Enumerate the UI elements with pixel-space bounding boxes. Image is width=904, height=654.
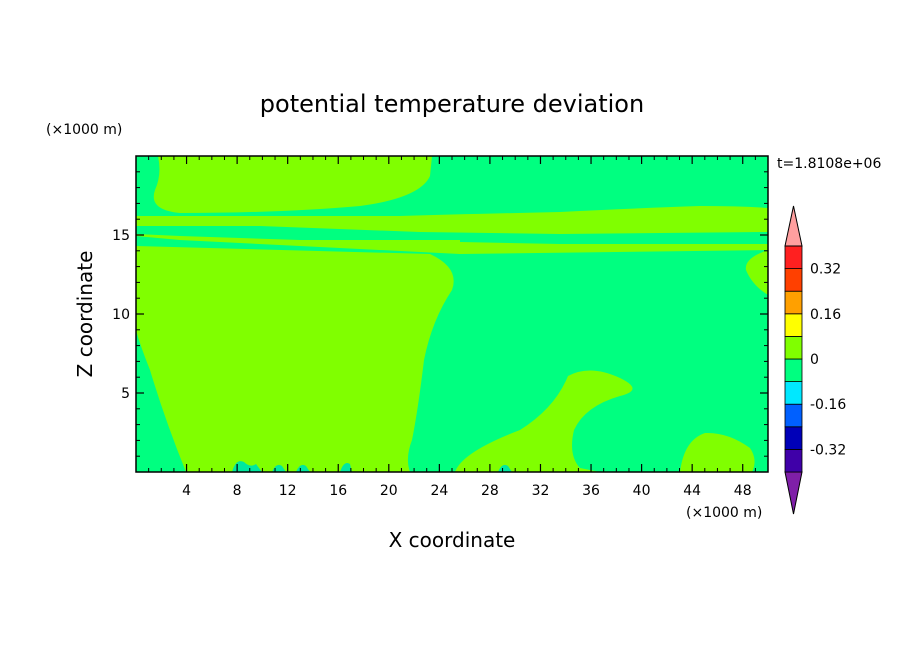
x-unit-label: (×1000 m) [686,505,762,521]
x-tick-label: 28 [481,483,499,499]
x-axis-label: X coordinate [389,528,516,552]
y-tick-label: 15 [112,228,130,244]
colorbar-swatch [784,403,803,428]
lower-right-warm-region [455,370,633,472]
surface-cool-patches [232,461,512,472]
colorbar-swatch [784,448,803,473]
x-tick-label: 16 [329,483,347,499]
mid-level-cool-stripe-2 [460,234,768,244]
x-tick-label: 48 [734,483,752,499]
left-warm-column-region [136,246,454,472]
x-tick-label: 24 [430,483,448,499]
colorbar-swatch [784,358,803,383]
colorbar-max-arrow [784,205,803,247]
colorbar-min-arrow [784,471,803,515]
colorbar-swatch [784,426,803,450]
y-unit-label: (×1000 m) [46,122,122,138]
colorbar-tick-label: -0.32 [810,442,846,458]
colorbar-swatch [784,335,803,360]
colorbar-swatch [784,381,803,405]
x-tick-label: 32 [532,483,550,499]
x-tick-label: 40 [633,483,651,499]
y-tick-label: 5 [121,386,130,402]
y-axis: 5 10 15 [112,171,768,457]
colorbar-tick-label: 0.32 [810,262,841,278]
x-axis: 4 8 12 16 20 24 28 32 36 40 44 48 [148,156,756,499]
x-tick-label: 36 [582,483,600,499]
colorbar-tick-label: 0.16 [810,307,841,323]
time-label: t=1.8108e+06 [777,156,881,172]
colorbar-swatch [784,245,803,270]
right-warm-bump-region [680,432,755,472]
colorbar-swatch [784,313,803,337]
contour-field [136,156,768,472]
chart-title: potential temperature deviation [260,90,644,118]
x-tick-label: 44 [683,483,701,499]
colorbar-swatch [784,268,803,292]
upper-left-warm-region [153,156,432,213]
colorbar: 0.32 0.16 0 -0.16 -0.32 [784,205,846,515]
colorbar-tick-label: 0 [810,352,819,368]
colorbar-swatch [784,290,803,315]
colorbar-tick-label: -0.16 [810,397,846,413]
y-tick-label: 10 [112,307,130,323]
right-edge-warm-region [745,250,768,295]
x-tick-label: 4 [182,483,191,499]
y-axis-label: Z coordinate [73,251,97,378]
x-tick-label: 20 [380,483,398,499]
x-tick-label: 12 [279,483,297,499]
x-tick-label: 8 [233,483,242,499]
